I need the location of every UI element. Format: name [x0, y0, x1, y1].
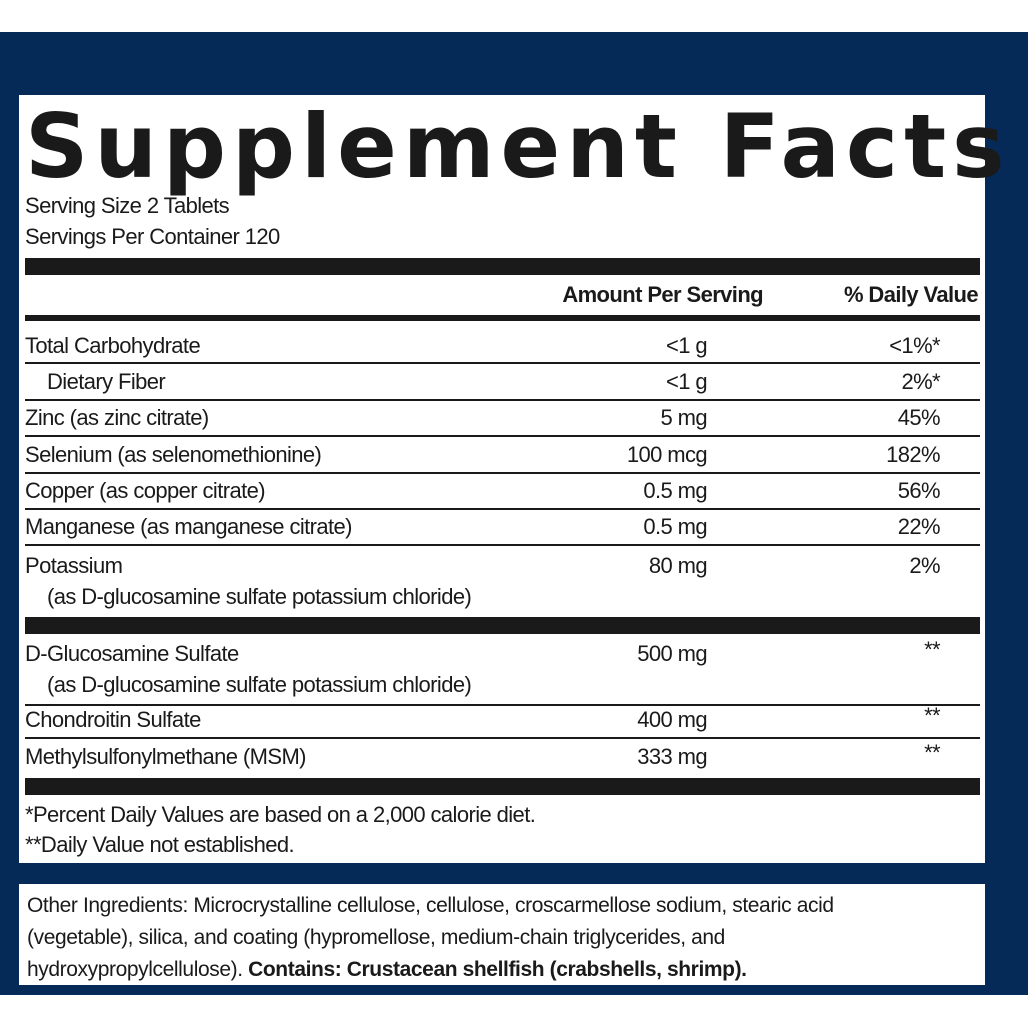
row-dv: 2%	[909, 553, 940, 578]
divider	[25, 544, 980, 546]
row-amount: 500 mg	[637, 641, 707, 666]
row-amount: 100 mcg	[626, 442, 708, 467]
divider	[25, 778, 980, 795]
row-dv: 182%	[886, 442, 940, 467]
row-amount: <1 g	[665, 369, 708, 394]
row-amount: 400 mg	[637, 707, 707, 732]
divider	[25, 737, 980, 739]
divider	[25, 472, 980, 474]
supplement-facts-panel: Supplement Facts Serving Size 2 Tablets …	[19, 95, 1005, 863]
row-amount: <1 g	[665, 333, 708, 358]
row-name: Methylsulfonylmethane (MSM)	[25, 744, 307, 769]
footnote-daily-value: *Percent Daily Values are based on a 2,0…	[25, 802, 536, 827]
row-name: Copper (as copper citrate)	[25, 478, 266, 503]
other-ingredients-panel: Other Ingredients: Microcrystalline cell…	[19, 884, 985, 985]
row-name: Potassium	[25, 553, 123, 578]
divider	[25, 435, 980, 437]
other-ingredients-text: Other Ingredients: Microcrystalline cell…	[27, 894, 834, 981]
row-name: Manganese (as manganese citrate)	[25, 514, 352, 539]
footnote-not-established: **Daily Value not established.	[25, 832, 295, 857]
row-amount: 0.5 mg	[643, 478, 707, 503]
row-dv: 56%	[897, 478, 941, 503]
row-dv: **	[924, 740, 941, 765]
other-ingredients: Other Ingredients: Microcrystalline cell…	[27, 890, 927, 986]
row-dv: **	[924, 637, 941, 662]
row-amount: 0.5 mg	[643, 514, 707, 539]
allergen-warning: Contains: Crustacean shellfish (crabshel…	[248, 958, 747, 981]
divider	[25, 315, 980, 321]
divider	[25, 508, 980, 510]
row-dv: 2%*	[901, 369, 940, 394]
serving-size: Serving Size 2 Tablets	[25, 193, 230, 218]
row-amount: 333 mg	[637, 744, 707, 769]
row-name: Zinc (as zinc citrate)	[25, 405, 209, 430]
divider	[25, 617, 980, 634]
row-name: Total Carbohydrate	[25, 333, 201, 358]
panel-title: Supplement Facts	[25, 95, 1011, 198]
row-name: Selenium (as selenomethionine)	[25, 442, 322, 467]
divider	[25, 258, 980, 275]
divider	[25, 704, 980, 706]
row-name: Chondroitin Sulfate	[25, 707, 201, 732]
row-subtext: (as D-glucosamine sulfate potassium chlo…	[47, 584, 472, 609]
row-name: Dietary Fiber	[47, 369, 166, 394]
row-dv: 22%	[897, 514, 941, 539]
row-dv: <1%*	[889, 333, 940, 358]
servings-per-container: Servings Per Container 120	[25, 224, 280, 249]
row-amount: 5 mg	[660, 405, 707, 430]
row-dv: 45%	[897, 405, 941, 430]
row-name: D-Glucosamine Sulfate	[25, 641, 239, 666]
divider	[25, 399, 980, 401]
header-daily-value: % Daily Value	[843, 282, 979, 307]
row-dv: **	[924, 703, 941, 728]
divider	[25, 362, 980, 364]
row-subtext: (as D-glucosamine sulfate potassium chlo…	[47, 672, 472, 697]
row-amount: 80 mg	[648, 553, 708, 578]
header-amount: Amount Per Serving	[562, 282, 763, 307]
